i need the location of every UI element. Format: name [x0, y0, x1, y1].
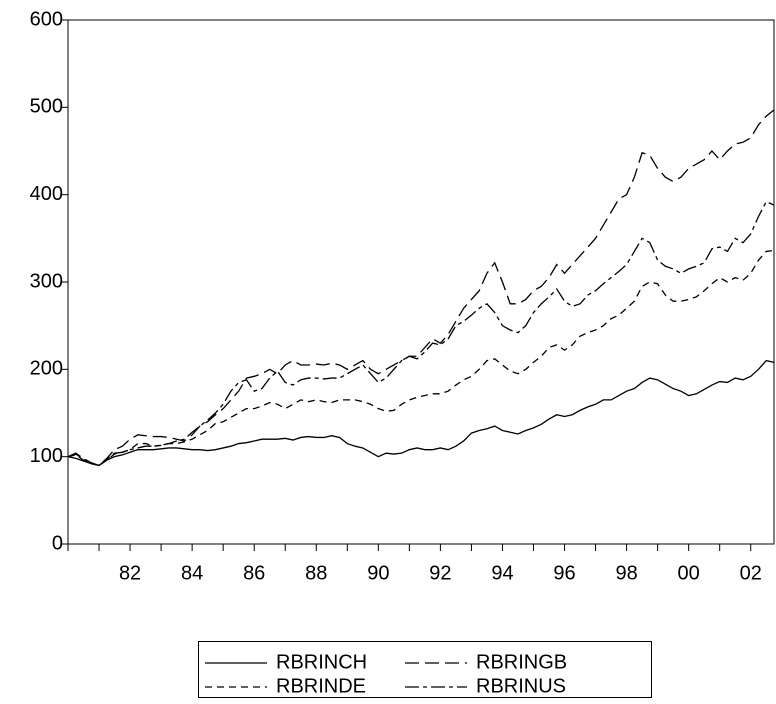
x-tick-label: 00 [678, 562, 700, 584]
y-tick-label: 200 [30, 358, 63, 380]
y-tick-label: 100 [30, 445, 63, 467]
legend-label: RBRINUS [476, 675, 566, 697]
series-line [67, 200, 775, 467]
legend-box [198, 641, 652, 698]
plot-frame [67, 19, 775, 545]
x-tick-label: 88 [305, 562, 327, 584]
legend-label: RBRINCH [276, 651, 367, 673]
x-tick-label: 02 [740, 562, 762, 584]
series-line [67, 359, 775, 467]
legend-label: RBRINGB [476, 651, 567, 673]
x-tick-label: 96 [553, 562, 575, 584]
legend-label: RBRINDE [276, 675, 366, 697]
x-tick-label: 86 [243, 562, 265, 584]
x-tick-label: 82 [119, 562, 141, 584]
series-line [67, 109, 775, 467]
x-tick-label: 94 [491, 562, 513, 584]
x-tick-label: 90 [367, 562, 389, 584]
y-tick-label: 300 [30, 270, 63, 292]
series-line [67, 249, 775, 467]
x-tick-label: 92 [429, 562, 451, 584]
x-tick-label: 98 [615, 562, 637, 584]
y-tick-label: 500 [30, 96, 63, 118]
y-tick-label: 400 [30, 183, 63, 205]
x-tick-label: 84 [181, 562, 203, 584]
y-tick-label: 600 [30, 8, 63, 30]
y-tick-label: 0 [52, 532, 63, 554]
